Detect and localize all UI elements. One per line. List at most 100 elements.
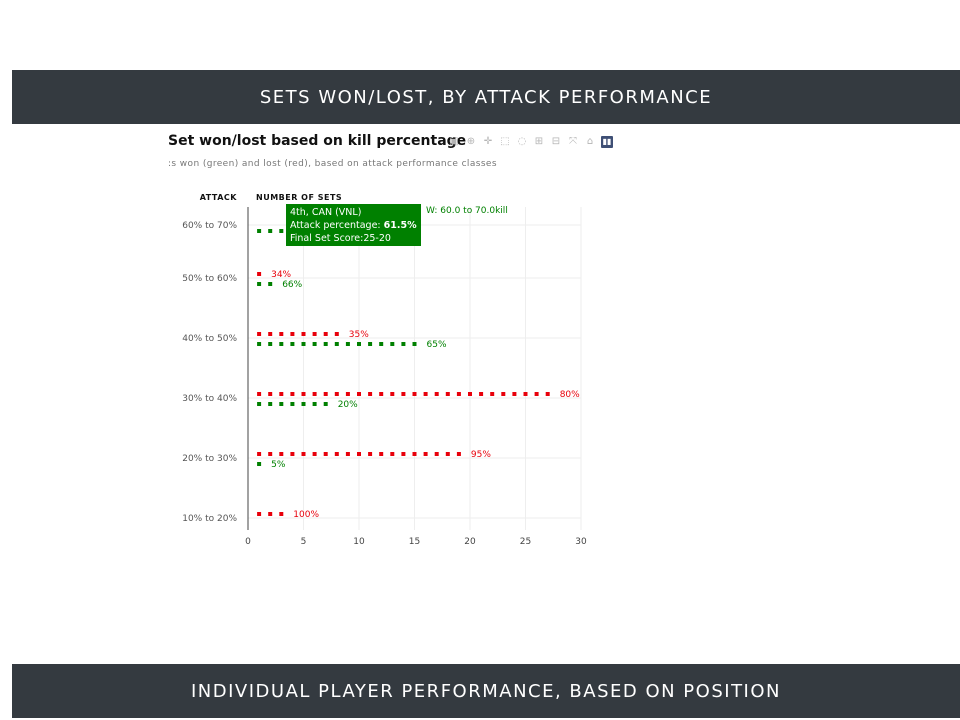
- data-point: [323, 342, 328, 346]
- data-label: 34%: [271, 270, 291, 280]
- data-marks: 100% 95% 80% 35% 34% 5% 20% 65% 66%: [257, 229, 580, 520]
- data-point: [456, 392, 461, 396]
- data-point: [312, 332, 317, 336]
- data-point: [268, 452, 273, 456]
- data-point: [290, 342, 295, 346]
- x-tick-label: 20: [464, 537, 476, 547]
- data-point: [290, 332, 295, 336]
- data-label: 100%: [293, 510, 319, 520]
- section-header-sets: SETS WON/LOST, BY ATTACK PERFORMANCE: [12, 70, 960, 124]
- zoom-icon[interactable]: ⊕: [466, 136, 476, 147]
- data-point: [257, 229, 262, 233]
- data-point: [523, 392, 528, 396]
- data-point: [423, 392, 428, 396]
- autoscale-icon[interactable]: ⤧: [569, 136, 577, 147]
- data-point: [268, 332, 273, 336]
- data-point: [334, 452, 339, 456]
- zoom-in-icon[interactable]: ⊞: [534, 136, 544, 147]
- data-point: [379, 452, 384, 456]
- tooltip-attack-label: Attack percentage:: [290, 220, 384, 231]
- chart-title: Set won/lost based on kill percentage: [168, 133, 467, 149]
- data-point: [345, 452, 350, 456]
- tooltip-attack: Attack percentage: 61.5%: [290, 219, 417, 232]
- data-point: [279, 392, 284, 396]
- lasso-icon[interactable]: ◌: [517, 136, 527, 147]
- data-point: [368, 342, 373, 346]
- data-point: [323, 452, 328, 456]
- y-tick-label: 60% to 70%: [182, 221, 237, 231]
- data-point: [479, 392, 484, 396]
- tooltip-side-label: W: 60.0 to 70.0kill: [426, 206, 508, 216]
- y-tick-label: 50% to 60%: [182, 274, 237, 284]
- box-select-icon[interactable]: ⬚: [500, 136, 510, 147]
- data-point: [257, 392, 262, 396]
- data-point: [323, 332, 328, 336]
- data-label: 65%: [427, 340, 447, 350]
- data-point: [312, 402, 317, 406]
- data-label: 80%: [560, 390, 580, 400]
- data-point: [257, 332, 262, 336]
- data-label: 95%: [471, 450, 491, 460]
- home-icon[interactable]: ⌂: [586, 136, 594, 147]
- data-point: [401, 342, 406, 346]
- kill-percentage-chart: ATTACK NUMBER OF SETS 0 5 10 15 20 25 30 10% to…: [182, 193, 587, 547]
- data-point: [257, 462, 262, 466]
- data-point: [379, 342, 384, 346]
- tooltip-title: 4th, CAN (VNL): [290, 207, 362, 218]
- x-tick-label: 5: [301, 537, 307, 547]
- pan-icon[interactable]: ✛: [483, 136, 493, 147]
- data-point: [290, 392, 295, 396]
- data-point: [490, 392, 495, 396]
- x-tick-label: 15: [409, 537, 420, 547]
- data-point: [357, 342, 361, 346]
- x-tick-label: 0: [245, 537, 251, 547]
- data-point: [412, 392, 417, 396]
- data-point: [268, 512, 273, 516]
- data-point: [323, 402, 328, 406]
- x-tick-label: 10: [353, 537, 365, 547]
- data-point: [334, 392, 339, 396]
- y-tick-label: 20% to 30%: [182, 454, 237, 464]
- data-point: [301, 342, 306, 346]
- tick-labels: 0 5 10 15 20 25 30 10% to 20% 20% to 30% 30% to 4…: [182, 221, 587, 547]
- data-label: 5%: [271, 460, 286, 470]
- data-point: [323, 392, 328, 396]
- data-point: [445, 452, 450, 456]
- x-axis-title: NUMBER OF SETS: [256, 193, 342, 202]
- data-point: [312, 342, 317, 346]
- data-point: [434, 452, 439, 456]
- data-point: [279, 229, 284, 233]
- plotly-logo-icon[interactable]: ▮▮: [601, 136, 613, 148]
- data-point: [257, 342, 262, 346]
- chart-modebar: ▣ ⊕ ✛ ⬚ ◌ ⊞ ⊟ ⤧ ⌂ ▮▮: [448, 136, 613, 148]
- section-header-players: INDIVIDUAL PLAYER PERFORMANCE, BASED ON …: [12, 664, 960, 718]
- data-point: [268, 229, 273, 233]
- data-point: [501, 392, 506, 396]
- data-point: [257, 512, 262, 516]
- y-tick-label: 30% to 40%: [182, 394, 237, 404]
- data-point: [257, 402, 262, 406]
- data-point: [456, 452, 461, 456]
- data-point: [401, 392, 406, 396]
- data-point: [512, 392, 517, 396]
- camera-icon[interactable]: ▣: [449, 136, 459, 147]
- data-point: [434, 392, 439, 396]
- data-point: [401, 452, 406, 456]
- data-point: [345, 342, 350, 346]
- data-point: [468, 392, 472, 396]
- data-label: 66%: [282, 280, 302, 290]
- data-point: [268, 392, 273, 396]
- data-point: [279, 332, 284, 336]
- data-point: [390, 452, 395, 456]
- data-point: [368, 392, 373, 396]
- data-point: [301, 452, 306, 456]
- zoom-out-icon[interactable]: ⊟: [551, 136, 561, 147]
- data-point: [301, 392, 306, 396]
- y-tick-label: 10% to 20%: [182, 514, 237, 524]
- data-point: [279, 342, 284, 346]
- data-point: [257, 282, 262, 286]
- data-point: [301, 332, 306, 336]
- data-point: [279, 402, 284, 406]
- data-point: [312, 452, 317, 456]
- data-point: [312, 392, 317, 396]
